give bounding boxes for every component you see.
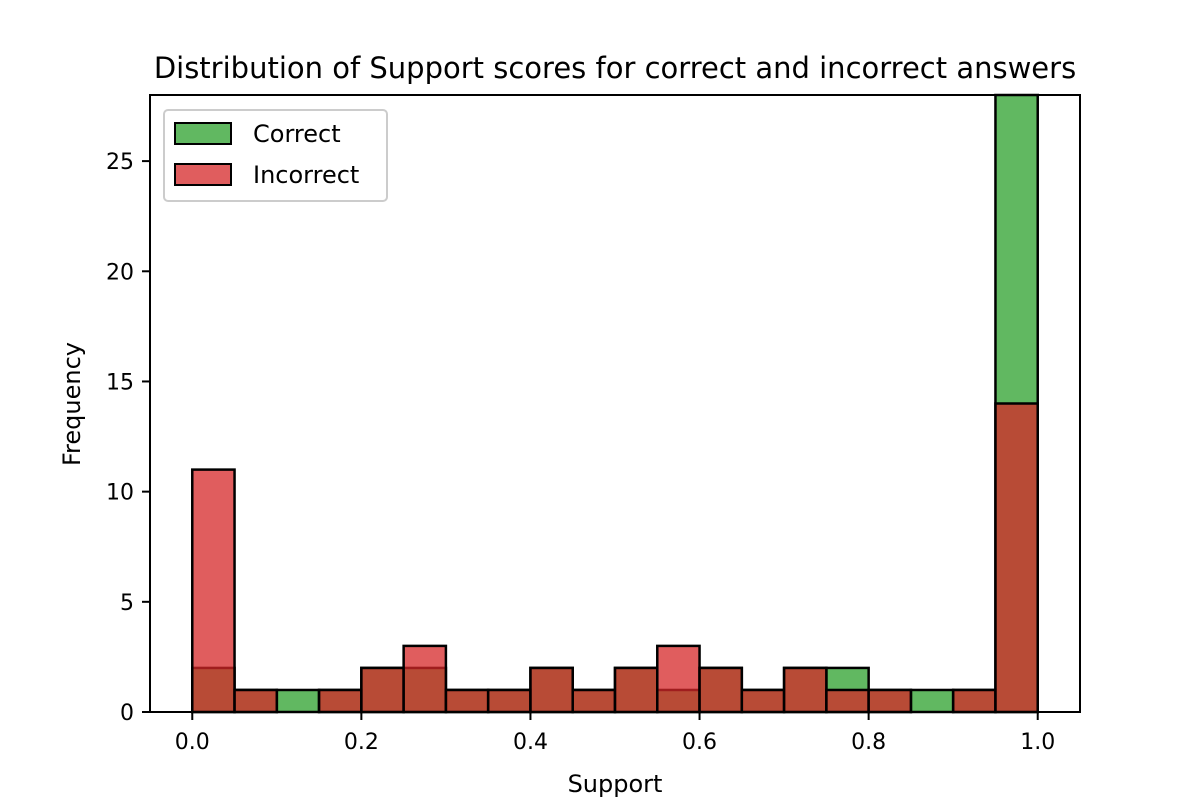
x-tick-label: 0.0 xyxy=(175,730,210,755)
bar-incorrect-0 xyxy=(191,468,236,714)
bar-incorrect-4 xyxy=(360,666,405,714)
y-tick-label: 15 xyxy=(106,370,134,395)
bar-correct-2 xyxy=(275,688,321,714)
y-tick-label: 10 xyxy=(106,481,134,506)
bar-incorrect-6 xyxy=(444,688,490,714)
chart-title: Distribution of Support scores for corre… xyxy=(154,51,1076,85)
bar-incorrect-12 xyxy=(698,666,744,714)
x-tick-label: 0.4 xyxy=(513,730,548,755)
bar-incorrect-11 xyxy=(656,644,701,714)
bar-incorrect-16 xyxy=(867,688,913,714)
x-axis-label: Support xyxy=(568,770,663,798)
x-tick-label: 1.0 xyxy=(1020,730,1055,755)
y-tick-label: 20 xyxy=(106,260,134,285)
bar-incorrect-9 xyxy=(571,688,617,714)
bar-incorrect-8 xyxy=(529,666,574,714)
series-incorrect-bars xyxy=(191,402,1039,714)
bar-incorrect-10 xyxy=(613,666,659,714)
bar-incorrect-5 xyxy=(402,644,448,714)
bar-incorrect-19 xyxy=(994,402,1039,714)
legend-label-correct: Correct xyxy=(253,120,341,148)
bar-incorrect-18 xyxy=(951,688,997,714)
bar-incorrect-15 xyxy=(825,688,870,714)
y-tick-label: 0 xyxy=(120,701,134,726)
y-tick-label: 5 xyxy=(120,591,134,616)
x-tick-label: 0.8 xyxy=(851,730,886,755)
legend-swatch-correct xyxy=(174,122,232,145)
plot-frame xyxy=(149,94,1081,713)
bar-incorrect-14 xyxy=(782,666,828,714)
legend-swatch-incorrect xyxy=(174,163,232,186)
bar-incorrect-1 xyxy=(233,688,279,714)
x-tick-label: 0.6 xyxy=(682,730,717,755)
bar-incorrect-7 xyxy=(486,688,532,714)
legend: Correct Incorrect xyxy=(163,109,388,202)
x-tick-label: 0.2 xyxy=(344,730,379,755)
y-axis-label: Frequency xyxy=(58,342,86,466)
y-tick-label: 25 xyxy=(106,150,134,175)
legend-label-incorrect: Incorrect xyxy=(253,161,359,189)
bar-correct-17 xyxy=(909,688,955,714)
bar-incorrect-3 xyxy=(317,688,363,714)
axes-layer: 0.0 0.2 0.4 0.6 0.8 1.0 0 5 10 15 20 25 xyxy=(106,94,1081,755)
bar-incorrect-13 xyxy=(740,688,786,714)
